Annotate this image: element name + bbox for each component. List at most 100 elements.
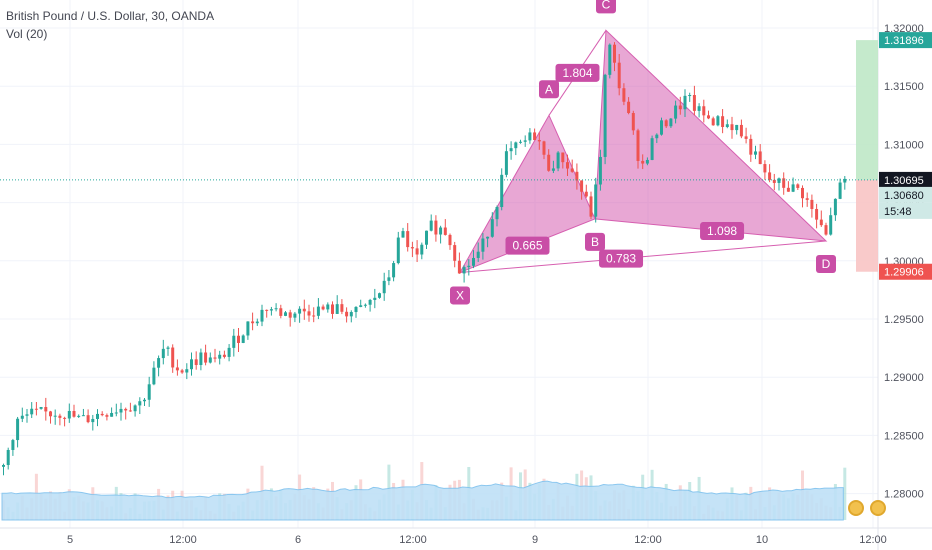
- candle-body: [143, 399, 146, 402]
- candle-body: [368, 299, 372, 305]
- candle-body: [754, 151, 757, 155]
- candle-body: [509, 148, 513, 152]
- candle-body: [373, 297, 377, 300]
- candle-body: [133, 405, 137, 412]
- point-b-label: B: [591, 235, 599, 249]
- candle-body: [227, 347, 231, 357]
- candle-body: [453, 245, 457, 261]
- candle-body: [175, 367, 179, 371]
- candle-body: [152, 367, 156, 385]
- time-tick-label: 5: [67, 534, 73, 546]
- candle-body: [683, 95, 687, 110]
- candle-body: [598, 156, 602, 185]
- candle-body: [6, 449, 10, 465]
- price-tag-1: [879, 32, 932, 49]
- time-tick-label: 12:00: [169, 534, 197, 546]
- point-a-badge: [539, 80, 559, 99]
- candle-body: [589, 196, 593, 217]
- candle-body: [735, 124, 739, 131]
- candle-body: [514, 142, 518, 149]
- candle-body: [363, 304, 367, 306]
- candle-body: [260, 309, 264, 322]
- candle-body: [833, 198, 837, 216]
- candle-body: [772, 179, 776, 183]
- candle-body: [434, 220, 438, 235]
- candle-body: [251, 321, 255, 324]
- candle-body: [222, 354, 226, 357]
- candle-body: [504, 151, 508, 175]
- candle-body: [194, 359, 198, 366]
- candle-body: [86, 415, 90, 423]
- candle-body: [490, 219, 494, 237]
- point-d-badge: [816, 255, 836, 274]
- candle-body: [269, 309, 273, 311]
- time-tick-label: 9: [532, 534, 538, 546]
- point-d-label: D: [822, 257, 831, 271]
- candle-body: [716, 116, 720, 126]
- candle-body: [819, 219, 823, 226]
- candle-body: [561, 152, 565, 163]
- candle-body: [528, 132, 532, 141]
- candle-body: [580, 180, 584, 192]
- candle-body: [782, 178, 786, 188]
- pattern-triangle-bcd: [594, 29, 828, 242]
- profit-zone: [856, 40, 878, 180]
- candle-body: [838, 182, 842, 199]
- candle-body: [758, 151, 762, 165]
- candle-body: [77, 415, 81, 417]
- candle-body: [810, 199, 814, 209]
- loss-zone: [856, 179, 878, 272]
- candle-body: [519, 141, 522, 143]
- point-c-badge: [596, 0, 616, 14]
- candle-body: [824, 225, 828, 235]
- candle-body: [777, 178, 781, 183]
- candle-body: [91, 418, 95, 423]
- candle-body: [161, 348, 165, 359]
- candle-body: [180, 370, 184, 373]
- candle-body: [232, 335, 236, 348]
- candle-body: [801, 187, 804, 199]
- us-flag-icon[interactable]: [848, 500, 864, 516]
- candle-body: [650, 138, 654, 160]
- candle-body: [486, 236, 490, 239]
- candle-body: [302, 308, 306, 312]
- candle-body: [608, 44, 612, 75]
- ratio-xb-box: [505, 236, 550, 255]
- candle-body: [660, 120, 663, 135]
- time-tick-label: 12:00: [399, 534, 427, 546]
- candle-body: [387, 277, 391, 281]
- price-tag-4: [879, 202, 932, 219]
- candle-body: [49, 411, 52, 417]
- candle-body: [481, 238, 485, 252]
- price-tick-label: 1.28000: [884, 489, 924, 501]
- candle-body: [166, 347, 170, 349]
- candle-body: [345, 311, 349, 317]
- candle-body: [711, 118, 715, 126]
- candle-body: [692, 95, 696, 111]
- candle-body: [185, 369, 189, 373]
- candle-body: [636, 130, 640, 161]
- candle-body: [420, 244, 424, 255]
- candle-body: [171, 347, 175, 368]
- candle-body: [326, 304, 330, 310]
- candle-body: [190, 359, 193, 370]
- ratio-bd-label: 1.098: [707, 224, 737, 238]
- candle-body: [147, 384, 151, 400]
- time-tick-label: 10: [756, 534, 768, 546]
- candle-body: [627, 101, 631, 114]
- candle-body: [669, 118, 673, 127]
- us-flag-icon[interactable]: [870, 500, 886, 516]
- price-tag-label: 1.29906: [884, 267, 924, 279]
- candle-body: [63, 417, 67, 419]
- candle-body: [307, 311, 311, 316]
- candle-body: [415, 248, 419, 255]
- candle-body: [316, 306, 320, 316]
- candle-body: [457, 260, 461, 274]
- candle-body: [796, 184, 800, 188]
- candle-body: [237, 335, 240, 343]
- ratio-ac-box: [555, 63, 600, 82]
- point-x-badge: [450, 286, 470, 305]
- candle-body: [721, 116, 725, 128]
- candle-body: [25, 414, 29, 416]
